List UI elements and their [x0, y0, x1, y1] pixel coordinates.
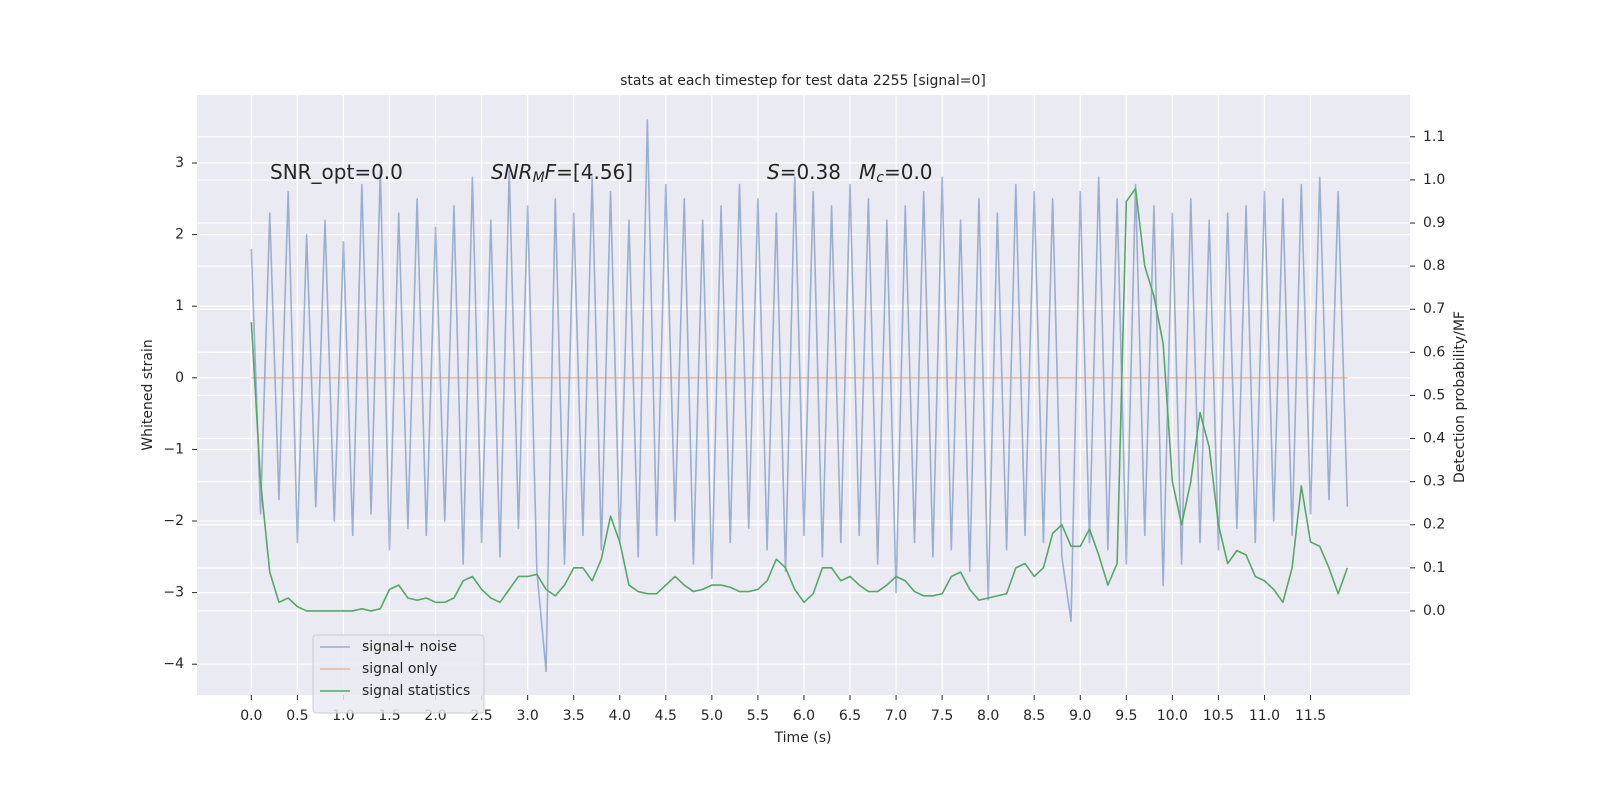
annotation: Mc=0.0	[859, 160, 933, 187]
annotation-part: SNR_opt=0.0	[270, 160, 403, 184]
series-line	[250, 187, 1349, 612]
y2-tick-label: 0.2	[1423, 517, 1445, 533]
y-axis-label: Whitened strain	[140, 339, 156, 450]
y2-axis-label: Detection probability/MF	[1452, 311, 1468, 483]
y2-tick-label: 0.6	[1423, 344, 1445, 360]
y-tick-label: −3	[163, 585, 184, 601]
chart-title: stats at each timestep for test data 225…	[620, 73, 986, 89]
y2-tick-label: 0.4	[1423, 431, 1445, 447]
x-tick-label: 9.5	[1115, 708, 1137, 724]
y-tick-label: 1	[175, 298, 184, 314]
x-tick-label: 9.0	[1069, 708, 1091, 724]
y2-tick-label: 1.1	[1423, 129, 1445, 145]
x-tick-label: 11.0	[1249, 708, 1280, 724]
x-axis-label: Time (s)	[774, 730, 832, 746]
annotation: SNRMF=[4.56]	[491, 160, 633, 187]
legend-box	[312, 634, 485, 714]
x-tick-label: 0.0	[240, 708, 262, 724]
y2-tick-label: 1.0	[1423, 172, 1445, 188]
x-tick-label: 4.0	[609, 708, 631, 724]
y2-tick-label: 0.1	[1423, 560, 1445, 576]
x-tick-label: 3.5	[563, 708, 585, 724]
y2-tick-label: 0.8	[1423, 258, 1445, 274]
legend-label: signal+ noise	[362, 639, 457, 655]
x-tick-label: 6.0	[793, 708, 815, 724]
x-tick-label: 4.5	[655, 708, 677, 724]
y-tick-label: −4	[163, 656, 184, 672]
annotation-part: =[4.56]	[556, 160, 633, 184]
annotation-part: SNR	[491, 160, 533, 184]
series-line	[250, 119, 1349, 673]
y-tick-label: 3	[175, 155, 184, 171]
x-tick-label: 8.5	[1023, 708, 1045, 724]
x-tick-label: 11.5	[1295, 708, 1326, 724]
y2-tick-label: 0.3	[1423, 474, 1445, 490]
annotation-part: =0.38	[780, 160, 841, 184]
x-tick-label: 5.5	[747, 708, 769, 724]
legend-label: signal only	[362, 661, 437, 677]
y-tick-label: −1	[163, 441, 184, 457]
annotation-part: F	[545, 160, 557, 184]
annotation-part: M	[533, 170, 545, 186]
y-tick-label: 0	[175, 370, 184, 386]
annotation-part: M	[859, 160, 876, 184]
x-tick-label: 7.5	[931, 708, 953, 724]
x-tick-label: 7.0	[885, 708, 907, 724]
annotation-part: =0.0	[884, 160, 933, 184]
x-tick-label: 10.5	[1203, 708, 1234, 724]
y2-tick-label: 0.7	[1423, 301, 1445, 317]
x-tick-label: 5.0	[701, 708, 723, 724]
annotation-part: S	[767, 160, 780, 184]
y-tick-label: −2	[163, 513, 184, 529]
y2-tick-label: 0.9	[1423, 215, 1445, 231]
annotation-part: c	[876, 170, 884, 186]
x-tick-label: 8.0	[977, 708, 999, 724]
annotation: S=0.38	[767, 160, 841, 184]
x-tick-label: 0.5	[286, 708, 308, 724]
annotation: SNR_opt=0.0	[270, 160, 403, 184]
x-tick-label: 10.0	[1157, 708, 1188, 724]
legend-label: signal statistics	[362, 683, 470, 699]
y-tick-label: 2	[175, 227, 184, 243]
x-tick-label: 6.5	[839, 708, 861, 724]
y2-tick-label: 0.5	[1423, 387, 1445, 403]
x-tick-label: 3.0	[517, 708, 539, 724]
y2-tick-label: 0.0	[1423, 603, 1445, 619]
